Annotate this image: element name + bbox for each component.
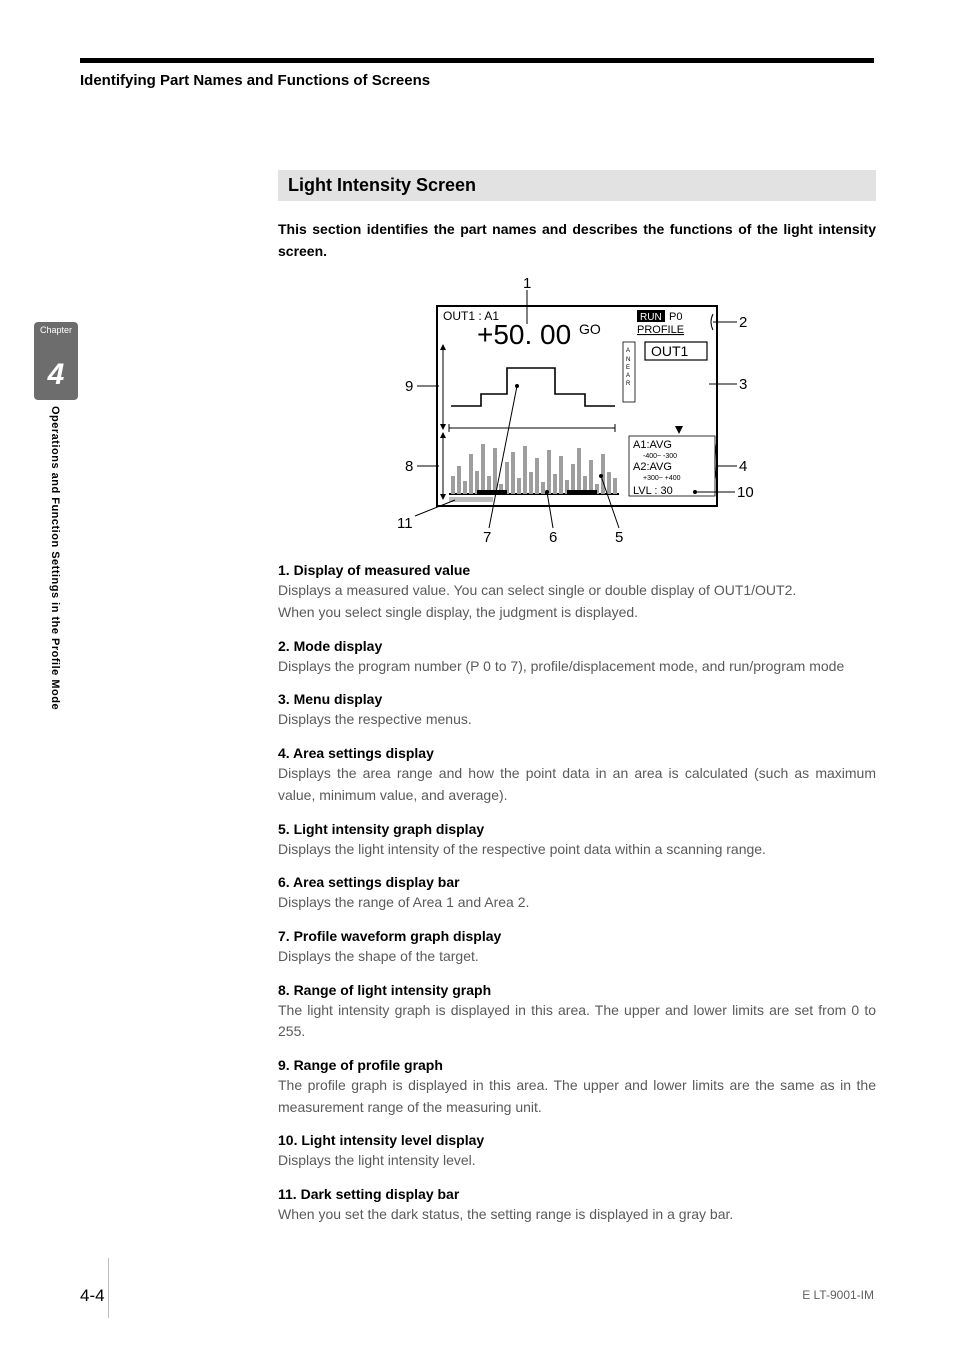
item-description: Displays the area range and how the poin… xyxy=(278,763,876,806)
svg-text:R: R xyxy=(626,381,631,387)
svg-text:A2:AVG: A2:AVG xyxy=(633,461,672,473)
item-title: 3. Menu display xyxy=(278,691,876,707)
svg-text:6: 6 xyxy=(549,529,557,546)
chapter-side-tab: Chapter 4 Operations and Function Settin… xyxy=(34,322,78,710)
running-head: Identifying Part Names and Functions of … xyxy=(80,72,430,89)
svg-text:A: A xyxy=(626,373,630,379)
item-title: 7. Profile waveform graph display xyxy=(278,928,876,944)
item-description: Displays the range of Area 1 and Area 2. xyxy=(278,892,876,914)
description-item: 8. Range of light intensity graph The lig… xyxy=(278,982,876,1043)
svg-text:7: 7 xyxy=(483,529,491,546)
svg-text:A1:AVG: A1:AVG xyxy=(633,439,672,451)
top-rule xyxy=(80,58,874,63)
section-title: Light Intensity Screen xyxy=(278,170,876,201)
description-item: 2. Mode display Displays the program numb… xyxy=(278,638,876,678)
svg-text:-400~ -300: -400~ -300 xyxy=(643,453,677,460)
item-title: 4. Area settings display xyxy=(278,745,876,761)
diagram: OUT1 : A1 +50. 00 GO RUN P0 PROFILE OUT1… xyxy=(278,276,876,546)
description-item: 10. Light intensity level display Display… xyxy=(278,1132,876,1172)
item-title: 1. Display of measured value xyxy=(278,562,876,578)
item-description: Displays the light intensity level. xyxy=(278,1150,876,1172)
svg-text:LVL : 30: LVL : 30 xyxy=(633,485,673,497)
svg-text:1: 1 xyxy=(523,276,531,292)
svg-text:4: 4 xyxy=(739,458,747,475)
item-description: Displays a measured value. You can selec… xyxy=(278,580,876,623)
svg-text:P0: P0 xyxy=(669,311,682,323)
svg-text:3: 3 xyxy=(739,376,747,393)
page: Identifying Part Names and Functions of … xyxy=(0,0,954,1348)
item-description: Displays the shape of the target. xyxy=(278,946,876,968)
svg-text:GO: GO xyxy=(579,321,601,337)
svg-text:2: 2 xyxy=(739,314,747,331)
content-column: Light Intensity Screen This section iden… xyxy=(278,170,876,1240)
description-item: 4. Area settings display Displays the are… xyxy=(278,745,876,806)
item-description: The profile graph is displayed in this a… xyxy=(278,1075,876,1118)
item-title: 9. Range of profile graph xyxy=(278,1057,876,1073)
item-title: 8. Range of light intensity graph xyxy=(278,982,876,998)
item-title: 11. Dark setting display bar xyxy=(278,1186,876,1202)
light-intensity-diagram: OUT1 : A1 +50. 00 GO RUN P0 PROFILE OUT1… xyxy=(397,276,757,546)
item-title: 6. Area settings display bar xyxy=(278,874,876,890)
item-list: 1. Display of measured value Displays a m… xyxy=(278,562,876,1225)
chapter-side-title: Operations and Function Settings in the … xyxy=(49,400,61,710)
footer-page-number: 4-4 xyxy=(80,1286,105,1306)
svg-text:10: 10 xyxy=(737,484,754,501)
svg-text:RUN: RUN xyxy=(640,312,662,323)
description-item: 6. Area settings display bar Displays the… xyxy=(278,874,876,914)
description-item: 1. Display of measured value Displays a m… xyxy=(278,562,876,623)
item-description: Displays the light intensity of the resp… xyxy=(278,839,876,861)
section-intro: This section identifies the part names a… xyxy=(278,219,876,262)
item-description: Displays the respective menus. xyxy=(278,709,876,731)
item-title: 2. Mode display xyxy=(278,638,876,654)
svg-text:A: A xyxy=(626,348,630,354)
svg-text:PROFILE: PROFILE xyxy=(637,324,684,336)
description-item: 11. Dark setting display bar When you set… xyxy=(278,1186,876,1226)
chapter-number: 4 xyxy=(34,360,78,400)
description-item: 9. Range of profile graph The profile gra… xyxy=(278,1057,876,1118)
description-item: 3. Menu display Displays the respective m… xyxy=(278,691,876,731)
chapter-label: Chapter xyxy=(34,322,78,360)
item-description: Displays the program number (P 0 to 7), … xyxy=(278,656,876,678)
svg-text:+50. 00: +50. 00 xyxy=(477,319,571,350)
svg-text:N: N xyxy=(626,357,630,363)
svg-text:11: 11 xyxy=(397,515,413,532)
item-description: When you set the dark status, the settin… xyxy=(278,1204,876,1226)
description-item: 5. Light intensity graph display Displays… xyxy=(278,821,876,861)
description-item: 7. Profile waveform graph display Display… xyxy=(278,928,876,968)
svg-text:9: 9 xyxy=(405,378,413,395)
item-description: The light intensity graph is displayed i… xyxy=(278,1000,876,1043)
footer-rule xyxy=(108,1258,109,1318)
footer-doc-id: E LT-9001-IM xyxy=(802,1288,874,1302)
item-title: 5. Light intensity graph display xyxy=(278,821,876,837)
svg-text:+300~ +400: +300~ +400 xyxy=(643,475,681,482)
item-title: 10. Light intensity level display xyxy=(278,1132,876,1148)
svg-text:8: 8 xyxy=(405,458,413,475)
svg-text:5: 5 xyxy=(615,529,623,546)
svg-text:OUT1: OUT1 xyxy=(651,343,689,359)
svg-text:E: E xyxy=(626,365,630,371)
